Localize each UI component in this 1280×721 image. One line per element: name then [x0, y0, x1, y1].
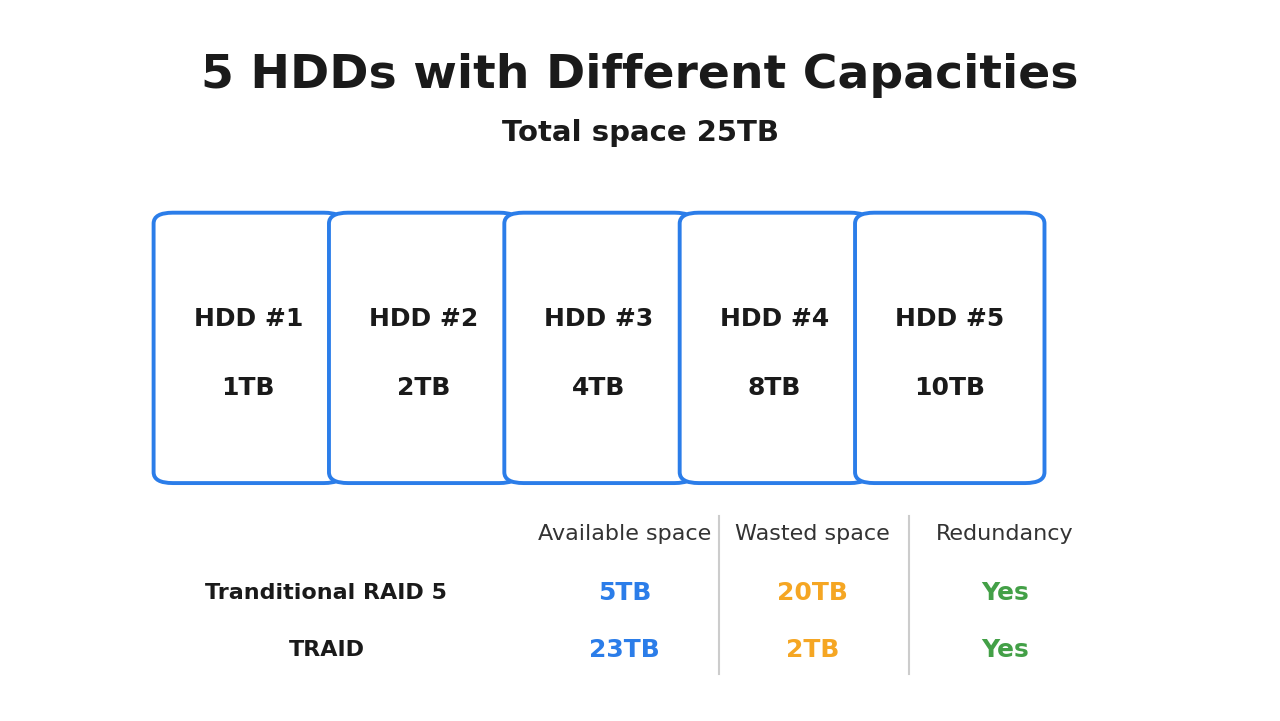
Text: HDD #3: HDD #3 [544, 307, 654, 331]
Text: 8TB: 8TB [748, 376, 801, 399]
FancyBboxPatch shape [329, 213, 518, 483]
FancyBboxPatch shape [154, 213, 343, 483]
Text: 10TB: 10TB [914, 376, 986, 399]
Text: 20TB: 20TB [777, 580, 849, 605]
FancyBboxPatch shape [504, 213, 694, 483]
Text: Tranditional RAID 5: Tranditional RAID 5 [206, 583, 447, 603]
Text: 5TB: 5TB [598, 580, 652, 605]
Text: Total space 25TB: Total space 25TB [502, 120, 778, 147]
Text: 4TB: 4TB [572, 376, 626, 399]
Text: HDD #5: HDD #5 [895, 307, 1005, 331]
Text: 2TB: 2TB [786, 638, 840, 663]
Text: Yes: Yes [980, 638, 1029, 663]
Text: HDD #2: HDD #2 [369, 307, 479, 331]
Text: HDD #4: HDD #4 [719, 307, 829, 331]
Text: Yes: Yes [980, 580, 1029, 605]
FancyBboxPatch shape [680, 213, 869, 483]
Text: Wasted space: Wasted space [736, 523, 890, 544]
FancyBboxPatch shape [855, 213, 1044, 483]
Text: 1TB: 1TB [221, 376, 275, 399]
Text: TRAID: TRAID [288, 640, 365, 660]
Text: Redundancy: Redundancy [936, 523, 1074, 544]
Text: HDD #1: HDD #1 [193, 307, 303, 331]
Text: 23TB: 23TB [589, 638, 660, 663]
Text: 5 HDDs with Different Capacities: 5 HDDs with Different Capacities [201, 53, 1079, 98]
Text: Available space: Available space [538, 523, 712, 544]
Text: 2TB: 2TB [397, 376, 451, 399]
